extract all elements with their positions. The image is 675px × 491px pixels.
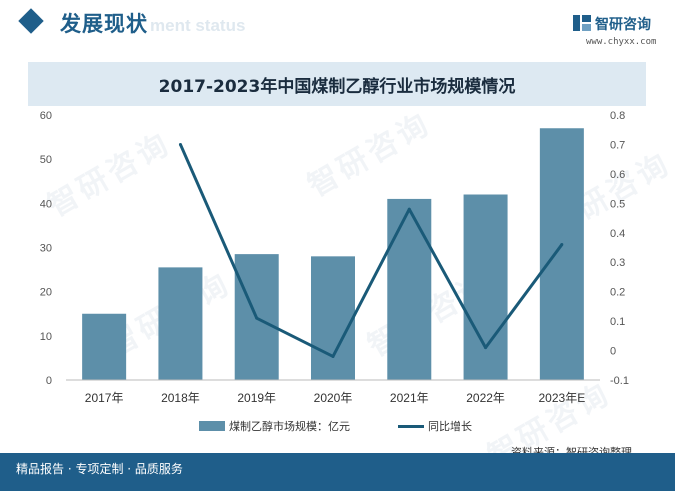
footer-bar: 精品报告 · 专项定制 · 品质服务 — [0, 453, 675, 491]
legend-line-swatch — [398, 425, 424, 428]
line-point — [407, 207, 411, 211]
bar — [387, 198, 432, 380]
brand-url: www.chyxx.com — [586, 37, 657, 47]
line-point — [484, 346, 488, 350]
chart-area: 0 10 20 30 40 50 60 -0.1 0 0.1 0.2 0.3 0.4 0.5 0.6 0.7… — [40, 110, 629, 405]
x-tick-label: 2017年 — [85, 391, 124, 405]
bar — [463, 194, 508, 380]
y-right-tick-label: 0.7 — [610, 139, 625, 151]
y-right-tick-label: 0 — [610, 346, 616, 358]
section-header: ment status 发展现状 智研咨询 www.chyxx.com — [0, 0, 675, 52]
line-point — [178, 142, 182, 146]
y-left-tick-label: 10 — [40, 331, 52, 343]
bar — [82, 313, 127, 380]
x-tick-label: 2023年E — [539, 391, 586, 405]
legend-bar-swatch — [199, 421, 225, 431]
y-left-tick-label: 40 — [40, 198, 52, 210]
y-right-tick-label: 0.3 — [610, 257, 625, 269]
y-right-tick-label: 0.1 — [610, 316, 625, 328]
brand-name: 智研咨询 — [595, 17, 651, 33]
y-left-tick-label: 0 — [46, 375, 52, 387]
bar-series — [82, 128, 584, 380]
y-left-tick-label: 20 — [40, 287, 52, 299]
section-title: 发展现状 — [60, 12, 148, 36]
line-point — [331, 354, 335, 358]
footer-text: 精品报告 · 专项定制 · 品质服务 — [16, 462, 183, 476]
x-tick-label: 2022年 — [466, 391, 505, 405]
bar — [158, 267, 203, 380]
y-right-tick-label: 0.6 — [610, 169, 625, 181]
y-left-tick-label: 50 — [40, 154, 52, 166]
growth-line — [179, 143, 564, 358]
chart-title: 2017-2023年中国煤制乙醇行业市场规模情况 — [158, 77, 516, 97]
y-left-tick-label: 30 — [40, 243, 52, 255]
x-tick-label: 2018年 — [161, 391, 200, 405]
legend-line-label: 同比增长 — [428, 420, 472, 433]
line-series — [178, 142, 564, 358]
y-axis-right: -0.1 0 0.1 0.2 0.3 0.4 0.5 0.6 0.7 0.8 — [610, 110, 629, 387]
brand-logo-icon — [573, 15, 591, 31]
x-axis: 2017年 2018年 2019年 2020年 2021年 2022年 2023年E — [85, 391, 585, 405]
y-right-tick-label: 0.4 — [610, 228, 625, 240]
chart-title-band: 2017-2023年中国煤制乙醇行业市场规模情况 — [28, 62, 646, 106]
header-watermark-text: ment status — [150, 16, 246, 35]
x-tick-label: 2020年 — [314, 391, 353, 405]
y-axis-left: 0 10 20 30 40 50 60 — [40, 110, 52, 387]
x-tick-label: 2021年 — [390, 391, 429, 405]
bar — [539, 128, 584, 380]
bar — [311, 256, 355, 380]
legend: 煤制乙醇市场规模：亿元 同比增长 — [0, 416, 675, 436]
line-point — [560, 243, 564, 247]
y-left-tick-label: 60 — [40, 110, 52, 122]
y-right-tick-label: 0.2 — [610, 287, 625, 299]
line-point — [255, 316, 259, 320]
y-right-tick-label: 0.8 — [610, 110, 625, 122]
y-right-tick-label: 0.5 — [610, 198, 625, 210]
x-tick-label: 2019年 — [237, 391, 276, 405]
legend-bar-label: 煤制乙醇市场规模：亿元 — [229, 420, 350, 433]
y-right-tick-label: -0.1 — [610, 375, 629, 387]
